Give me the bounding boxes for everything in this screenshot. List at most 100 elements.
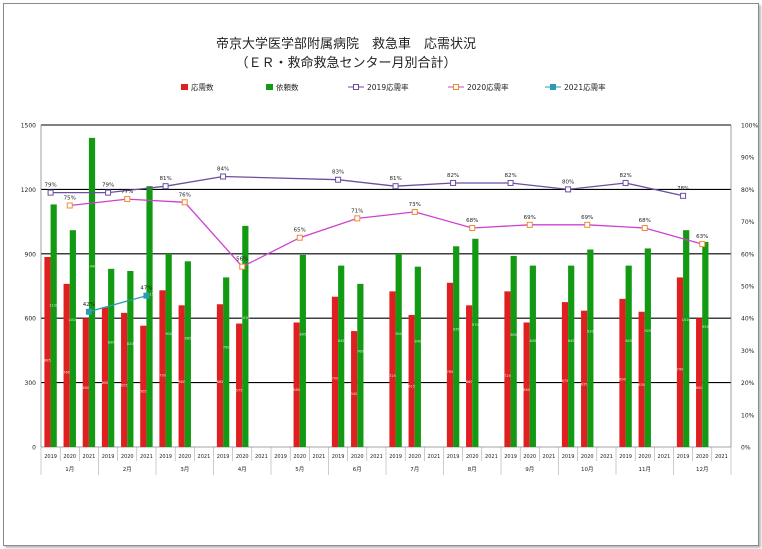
x-month-label: 2月 — [123, 466, 132, 473]
x-month-label: 12月 — [696, 466, 709, 473]
x-year-label: 2020 — [121, 454, 134, 460]
bar-応需数 — [389, 291, 396, 447]
bar-value-label: 845 — [625, 339, 632, 343]
y-left-tick-label: 600 — [25, 316, 37, 323]
bar-応需数 — [466, 305, 473, 447]
legend-marker — [353, 84, 359, 90]
bar-value-label: 760 — [357, 349, 364, 353]
bar-応需数 — [619, 298, 626, 447]
x-year-label: 2019 — [677, 454, 690, 460]
x-month-label: 8月 — [468, 466, 477, 473]
x-year-label: 2021 — [198, 454, 211, 460]
x-year-label: 2020 — [523, 454, 536, 460]
bar-value-label: 1030 — [241, 316, 250, 320]
point-2020応需率 — [296, 234, 303, 241]
bar-依頼数 — [108, 268, 115, 447]
x-year-label: 2019 — [217, 454, 230, 460]
bar-value-label: 625 — [121, 384, 128, 388]
x-month-label: 7月 — [410, 466, 419, 473]
bar-value-label: 565 — [140, 389, 147, 393]
bar-依頼数 — [587, 249, 594, 447]
bar-value-label: 725 — [389, 374, 396, 378]
bar-依頼数 — [529, 265, 536, 447]
point-2019応需率 — [507, 179, 514, 186]
bar-応需数 — [293, 322, 300, 447]
bar-value-label: 920 — [587, 329, 594, 333]
point-label: 80% — [562, 179, 574, 185]
point-2019応需率 — [392, 183, 399, 190]
bar-応需数 — [121, 312, 128, 447]
y-right-tick-label: 30% — [741, 348, 755, 355]
x-year-label: 2021 — [140, 454, 153, 460]
bar-value-label: 660 — [178, 380, 185, 384]
bar-応需数 — [63, 283, 70, 447]
bar-依頼数 — [472, 238, 479, 447]
point-label: 75% — [64, 196, 76, 202]
bar-依頼数 — [683, 230, 690, 447]
y-left-tick-label: 1200 — [21, 187, 36, 194]
x-year-label: 2021 — [543, 454, 556, 460]
x-year-label: 2020 — [351, 454, 364, 460]
y-right-tick-label: 80% — [741, 187, 755, 194]
bar-value-label: 760 — [63, 371, 70, 375]
point-2020応需率 — [124, 196, 131, 203]
x-year-label: 2020 — [638, 454, 651, 460]
bar-応需数 — [696, 318, 703, 447]
x-year-label: 2021 — [313, 454, 326, 460]
point-label: 69% — [524, 215, 536, 221]
bar-value-label: 885 — [44, 359, 51, 363]
point-2019応需率 — [335, 176, 342, 183]
x-month-label: 10月 — [581, 466, 594, 473]
y-left-tick-label: 300 — [25, 380, 37, 387]
bar-依頼数 — [453, 246, 460, 447]
y-right-tick-label: 0% — [741, 445, 751, 452]
bar-value-label: 725 — [504, 374, 511, 378]
bar-value-label: 1010 — [682, 318, 691, 322]
bar-応需数 — [216, 304, 224, 447]
x-year-label: 2019 — [389, 454, 402, 460]
chart-title: 帝京大学医学部附属病院 救急車 応需状況 — [216, 36, 476, 52]
x-year-label: 2021 — [255, 454, 268, 460]
bar-value-label: 900 — [165, 332, 172, 336]
chart: 帝京大学医学部附属病院 救急車 応需状況 （ＥＲ・救命救急センター月別合計） 応… — [21, 36, 758, 475]
legend-marker — [453, 84, 459, 90]
bar-依頼数 — [242, 225, 249, 447]
point-label: 65% — [294, 228, 306, 234]
legend-label: 2019応需率 — [367, 82, 409, 92]
bar-value-label: 580 — [293, 388, 300, 392]
bar-依頼数 — [568, 265, 575, 447]
bar-value-label: 970 — [472, 323, 479, 327]
x-year-label: 2020 — [236, 454, 249, 460]
point-label: 83% — [332, 170, 344, 176]
x-month-label: 3月 — [180, 466, 189, 473]
bar-value-label: 575 — [236, 388, 243, 392]
legend: 応需数 依頼数 2019応需率 2020応需率 2021応需率 — [181, 82, 606, 92]
bar-応需数 — [561, 302, 569, 447]
y-left-tick-label: 1500 — [21, 123, 36, 130]
point-label: 82% — [619, 173, 631, 179]
x-year-label: 2020 — [581, 454, 594, 460]
bar-依頼数 — [184, 261, 191, 447]
x-year-label: 2020 — [466, 454, 479, 460]
bar-応需数 — [101, 307, 109, 447]
y-left-tick-label: 900 — [25, 251, 37, 258]
point-2019応需率 — [450, 179, 457, 186]
bar-value-label: 955 — [702, 325, 709, 329]
point-2021応需率 — [143, 292, 150, 299]
point-label: 76% — [179, 192, 191, 198]
point-label: 69% — [581, 215, 593, 221]
legend-swatch — [266, 84, 273, 90]
point-label: 71% — [351, 208, 363, 214]
x-year-label: 2021 — [370, 454, 383, 460]
y-right-tick-label: 90% — [741, 155, 755, 162]
bar-応需数 — [446, 282, 454, 447]
line-2021応需率 — [88, 295, 147, 313]
line-2020応需率 — [69, 198, 703, 268]
bar-依頼数 — [414, 266, 421, 447]
bar-応需数 — [581, 310, 588, 447]
x-year-label: 2019 — [332, 454, 345, 460]
x-year-label: 2019 — [44, 454, 57, 460]
bar-value-label: 675 — [562, 379, 569, 383]
bar-依頼数 — [510, 255, 517, 447]
y-right-tick-label: 50% — [741, 284, 755, 291]
